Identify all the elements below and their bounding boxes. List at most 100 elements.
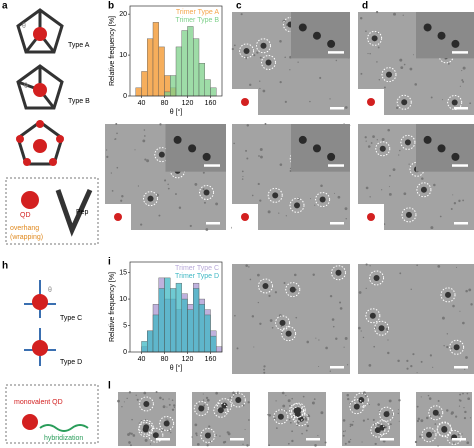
- panel-label: h: [2, 261, 8, 272]
- speckle: [244, 428, 246, 431]
- speckle: [173, 406, 176, 409]
- speckle: [334, 192, 336, 194]
- speckle: [462, 80, 465, 83]
- particle: [147, 195, 154, 202]
- speckle: [459, 399, 462, 402]
- bar: [164, 277, 171, 353]
- speckle: [201, 433, 203, 435]
- speckle: [318, 339, 320, 341]
- dashed-circle: [416, 182, 432, 198]
- speckle: [392, 168, 396, 171]
- speckle: [257, 301, 260, 304]
- particle: [405, 211, 412, 218]
- speckle: [452, 194, 454, 196]
- speckle: [458, 405, 461, 407]
- speckle: [126, 397, 128, 400]
- dashed-circle: [446, 429, 462, 445]
- pep-label: Pep: [76, 209, 89, 216]
- particle: [143, 400, 150, 407]
- speckle: [364, 136, 367, 139]
- panel-label: l: [108, 381, 111, 392]
- speckle: [420, 419, 424, 423]
- dashed-circle: [275, 315, 291, 331]
- speckle: [263, 365, 266, 368]
- speckle: [278, 212, 280, 214]
- speckle: [446, 409, 449, 412]
- particle: [289, 286, 296, 293]
- dashed-circle: [290, 402, 306, 418]
- speckle: [206, 398, 210, 402]
- particle: [217, 407, 224, 414]
- y-axis-label: Relative frequency [%]: [109, 272, 116, 342]
- bar: [198, 63, 205, 97]
- speckle: [378, 409, 381, 412]
- speckle: [389, 174, 391, 177]
- x-tick-label: 160: [205, 356, 217, 363]
- particle: [383, 411, 390, 418]
- speckle: [249, 278, 252, 281]
- speckle: [306, 424, 310, 428]
- scale-bar: [204, 164, 220, 167]
- bar: [204, 314, 211, 353]
- speckle: [397, 359, 400, 363]
- speckle: [143, 391, 147, 395]
- speckle: [257, 182, 260, 186]
- x-tick-label: 120: [182, 100, 194, 107]
- speckle: [365, 140, 367, 142]
- speckle: [317, 434, 319, 437]
- speckle: [245, 264, 248, 267]
- speckle: [450, 208, 453, 210]
- speckle: [398, 420, 400, 422]
- speckle: [253, 54, 256, 57]
- speckle: [304, 416, 307, 419]
- speckle: [242, 443, 244, 445]
- speckle: [196, 434, 198, 437]
- dashed-circle: [379, 406, 395, 422]
- speckle: [313, 398, 316, 400]
- particle: [163, 420, 170, 427]
- particle: [371, 35, 378, 42]
- speckle: [242, 175, 244, 177]
- speckle: [136, 398, 139, 401]
- speckle: [251, 315, 255, 318]
- speckle: [347, 397, 350, 401]
- speckle: [129, 444, 132, 447]
- bar: [181, 30, 188, 97]
- qd: [33, 83, 47, 97]
- speckle: [232, 395, 235, 398]
- speckle: [408, 163, 410, 165]
- speckle: [450, 347, 453, 350]
- speckle: [388, 192, 392, 196]
- particle: [327, 152, 336, 161]
- speckle: [279, 80, 282, 84]
- speckle: [132, 434, 136, 437]
- speckle: [271, 326, 274, 329]
- speckle: [215, 202, 219, 206]
- panel-label: b: [108, 1, 114, 12]
- speckle: [374, 442, 377, 445]
- bar: [175, 46, 182, 97]
- speckle: [420, 360, 423, 363]
- speckle: [309, 100, 311, 103]
- dashed-circle: [289, 197, 305, 213]
- bar: [181, 298, 188, 353]
- speckle: [167, 187, 170, 190]
- speckle: [297, 61, 299, 63]
- speckle: [439, 215, 442, 218]
- qd: [367, 98, 375, 106]
- dashed-circle: [365, 308, 381, 324]
- speckle: [173, 404, 176, 407]
- speckle: [259, 322, 262, 325]
- speckle: [344, 106, 348, 109]
- speckle: [138, 422, 141, 424]
- speckle: [466, 392, 469, 395]
- speckle: [276, 427, 278, 430]
- dashed-circle: [400, 134, 416, 150]
- speckle: [202, 399, 205, 401]
- scale-bar: [454, 222, 468, 225]
- bar: [141, 341, 148, 353]
- speckle: [131, 418, 133, 421]
- particle: [198, 405, 205, 412]
- speckle: [360, 330, 362, 332]
- speckle: [400, 66, 404, 70]
